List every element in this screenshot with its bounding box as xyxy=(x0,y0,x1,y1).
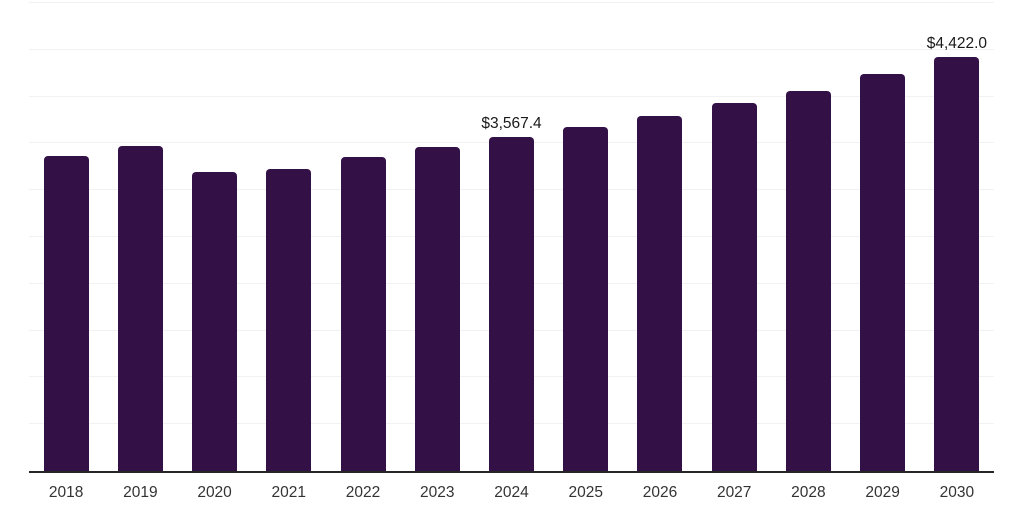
bar-2022 xyxy=(340,157,386,471)
x-tick-label: 2024 xyxy=(494,484,529,501)
x-axis: 2018 2019 2020 2021 2022 2023 2024 2025 2026 2027… xyxy=(29,485,994,505)
x-tick-label: 2023 xyxy=(420,484,455,501)
x-tick-label: 2026 xyxy=(642,484,678,501)
bar-2030 xyxy=(934,57,980,471)
bar-2018 xyxy=(43,155,89,471)
bar-2024 xyxy=(489,137,534,471)
bar-2028 xyxy=(785,90,831,471)
x-tick-label: 2029 xyxy=(865,484,900,501)
bar-2025 xyxy=(563,127,609,471)
bar-2021 xyxy=(266,168,312,471)
gridline xyxy=(29,2,994,3)
x-tick-label: 2020 xyxy=(197,484,232,501)
x-tick-label: 2028 xyxy=(791,484,826,501)
gridline xyxy=(29,95,994,97)
gridline xyxy=(29,48,994,50)
plot-area: $3,567.4 $4,422.0 xyxy=(29,2,994,471)
bar-2020 xyxy=(192,172,238,471)
x-tick-label: 2027 xyxy=(716,484,752,501)
x-tick-label: 2030 xyxy=(939,484,975,501)
bar-2023 xyxy=(414,146,460,471)
bar-2029 xyxy=(860,74,906,471)
x-tick-label: 2022 xyxy=(345,484,381,501)
x-tick-label: 2018 xyxy=(48,484,84,501)
bar-2027 xyxy=(711,103,757,471)
bar-2019 xyxy=(117,145,163,471)
x-tick-label: 2019 xyxy=(123,484,158,501)
x-tick-label: 2025 xyxy=(568,484,603,501)
x-tick-label: 2021 xyxy=(271,484,307,501)
bar-data-label: $3,567.4 xyxy=(481,114,542,132)
x-axis-line xyxy=(29,471,994,473)
bar-data-label: $4,422.0 xyxy=(926,34,988,52)
bar-2026 xyxy=(637,115,683,471)
